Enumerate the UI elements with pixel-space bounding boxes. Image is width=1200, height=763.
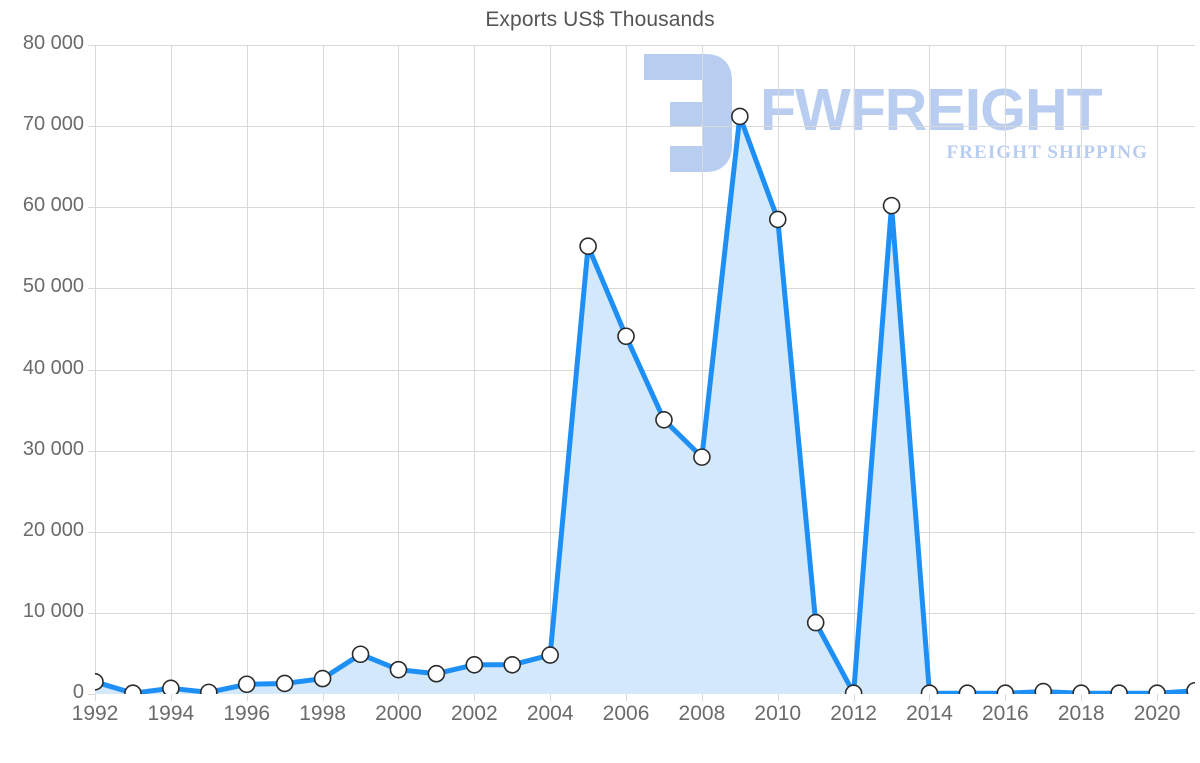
data-point-marker[interactable] <box>579 237 597 255</box>
y-axis-tick-label: 40 000 <box>22 356 84 379</box>
x-axis-tick-label: 2014 <box>906 702 953 725</box>
x-axis-tick-mark <box>171 694 172 701</box>
y-axis-tick-label: 50 000 <box>22 275 84 298</box>
x-axis-tick-label: 2010 <box>754 702 802 725</box>
data-point-marker[interactable] <box>162 679 180 694</box>
data-point-marker[interactable] <box>882 196 901 215</box>
x-axis-tick-mark <box>929 694 930 701</box>
x-axis-tick-mark <box>1081 694 1082 701</box>
data-point-marker[interactable] <box>617 327 635 346</box>
data-point-marker[interactable] <box>541 646 559 664</box>
x-axis-tick-label: 2000 <box>375 702 422 725</box>
data-point-marker[interactable] <box>465 655 484 674</box>
x-axis-tick-mark <box>1157 694 1158 701</box>
x-axis-tick-label: 2012 <box>830 702 877 725</box>
x-axis-tick-mark <box>778 694 779 701</box>
data-point-marker[interactable] <box>1110 684 1128 694</box>
data-point-markers[interactable] <box>95 107 1195 694</box>
y-axis-tick-mark <box>88 370 95 371</box>
x-axis-tick-label: 2004 <box>526 702 574 725</box>
y-axis-tick-label: 20 000 <box>22 518 84 541</box>
data-point-marker[interactable] <box>503 655 522 674</box>
y-axis-tick-label: 60 000 <box>22 194 84 217</box>
x-axis-tick-mark <box>702 694 703 701</box>
y-axis-tick-label: 70 000 <box>22 113 84 136</box>
x-axis-tick-mark <box>247 694 248 701</box>
y-axis-tick-mark <box>88 45 95 46</box>
x-axis-tick-label: 1998 <box>299 702 346 725</box>
data-point-marker[interactable] <box>95 673 104 691</box>
y-axis-tick-label: 10 000 <box>22 599 84 622</box>
data-point-marker[interactable] <box>351 645 370 664</box>
data-point-marker[interactable] <box>958 684 977 694</box>
data-point-marker[interactable] <box>768 210 787 229</box>
x-axis-tick-label: 1994 <box>147 702 195 725</box>
data-point-marker[interactable] <box>313 669 332 688</box>
data-point-marker[interactable] <box>731 107 749 126</box>
x-axis-tick-label: 2020 <box>1133 702 1181 725</box>
x-axis-tick-label: 2006 <box>602 702 650 725</box>
data-point-marker[interactable] <box>806 613 825 632</box>
data-point-marker[interactable] <box>124 684 142 694</box>
x-axis-tick-mark <box>398 694 399 701</box>
y-axis-tick-mark <box>88 613 95 614</box>
data-point-marker[interactable] <box>427 664 446 683</box>
x-axis-tick-mark <box>854 694 855 701</box>
y-axis-tick-mark <box>88 694 95 695</box>
y-axis-tick-mark <box>88 532 95 533</box>
x-axis-tick-label: 2016 <box>981 702 1029 725</box>
data-point-marker[interactable] <box>237 675 256 694</box>
area-fill-path <box>95 116 1195 694</box>
data-point-marker[interactable] <box>1148 684 1166 694</box>
chart-plot-svg <box>95 45 1195 694</box>
data-point-marker[interactable] <box>1186 681 1195 694</box>
y-axis-tick-mark <box>88 288 95 289</box>
x-axis-tick-label: 1996 <box>223 702 271 725</box>
x-axis-tick-mark <box>95 694 96 701</box>
y-axis-tick-mark <box>88 126 95 127</box>
data-point-marker[interactable] <box>199 683 218 694</box>
y-axis-tick-mark <box>88 207 95 208</box>
y-axis-tick-label: 80 000 <box>22 32 84 54</box>
data-point-marker[interactable] <box>1072 684 1091 694</box>
y-axis-tick-label: 0 <box>72 681 84 703</box>
data-point-marker[interactable] <box>275 674 294 693</box>
x-axis-tick-label: 2008 <box>678 702 726 725</box>
data-point-marker[interactable] <box>844 684 863 694</box>
data-point-marker[interactable] <box>920 684 939 694</box>
x-axis-tick-label: 2018 <box>1057 702 1105 725</box>
data-point-marker[interactable] <box>655 410 673 429</box>
plot-area <box>95 45 1195 694</box>
x-axis-tick-label: 1992 <box>71 702 119 725</box>
x-axis-tick-mark <box>323 694 324 701</box>
x-axis-tick-mark <box>550 694 551 701</box>
data-point-marker[interactable] <box>1034 682 1053 694</box>
vertical-gridlines <box>95 45 1158 694</box>
data-point-marker[interactable] <box>693 448 711 466</box>
data-point-marker[interactable] <box>996 684 1015 694</box>
x-axis-tick-mark <box>1005 694 1006 701</box>
chart-title: Exports US$ Thousands <box>485 8 715 31</box>
y-axis-tick-mark <box>88 451 95 452</box>
data-point-marker[interactable] <box>389 660 408 679</box>
y-axis-tick-label: 30 000 <box>22 437 84 460</box>
x-axis-tick-label: 2002 <box>450 702 498 725</box>
x-axis-tick-mark <box>626 694 627 701</box>
x-axis-tick-mark <box>474 694 475 701</box>
